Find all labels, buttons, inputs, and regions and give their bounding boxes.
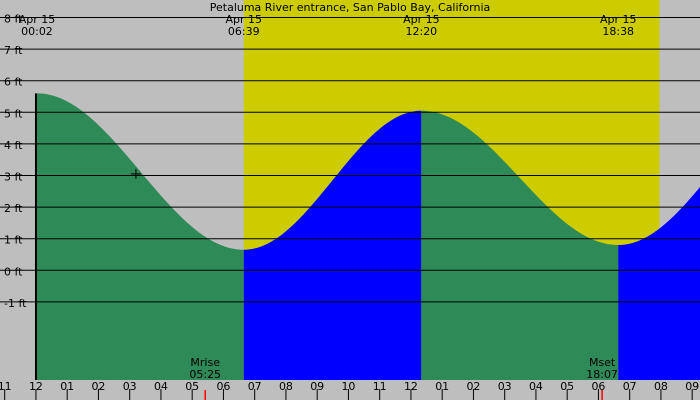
x-tick-label: 06 bbox=[591, 380, 605, 393]
x-tick-label: 08 bbox=[654, 380, 668, 393]
falling-tide-segment bbox=[421, 110, 619, 380]
x-tick-label: 01 bbox=[435, 380, 449, 393]
y-tick-label: 8 ft bbox=[4, 13, 23, 26]
x-tick-label: 08 bbox=[279, 380, 293, 393]
x-tick-label: 02 bbox=[91, 380, 105, 393]
extreme-time-label: 06:39 bbox=[228, 25, 260, 38]
y-tick-label: 2 ft bbox=[4, 202, 23, 215]
x-tick-label: 11 bbox=[373, 380, 387, 393]
x-tick-label: 05 bbox=[560, 380, 574, 393]
extreme-date-label: Apr 15 bbox=[19, 13, 56, 26]
y-tick-label: 5 ft bbox=[4, 107, 23, 120]
y-tick-label: 4 ft bbox=[4, 139, 23, 152]
extreme-date-label: Apr 15 bbox=[403, 13, 440, 26]
extreme-time-label: 00:02 bbox=[21, 25, 53, 38]
rising-tide-segment bbox=[243, 110, 422, 380]
chart-title: Petaluma River entrance, San Pablo Bay, … bbox=[210, 1, 491, 14]
x-tick-label: 10 bbox=[341, 380, 355, 393]
moon-event-time: 18:07 bbox=[586, 368, 618, 381]
x-tick-label: 05 bbox=[185, 380, 199, 393]
tide-area-layer bbox=[34, 93, 700, 380]
x-tick-label: 02 bbox=[466, 380, 480, 393]
marker-layer bbox=[130, 168, 141, 179]
moon-event-time: 05:25 bbox=[189, 368, 221, 381]
x-tick-label: 09 bbox=[685, 380, 699, 393]
x-tick-label: 07 bbox=[623, 380, 637, 393]
y-tick-label: 7 ft bbox=[4, 44, 23, 57]
extreme-time-label: 18:38 bbox=[602, 25, 634, 38]
y-tick-label: 3 ft bbox=[4, 171, 23, 184]
x-tick-label: 01 bbox=[60, 380, 74, 393]
rising-tide-segment bbox=[618, 187, 700, 380]
x-tick-label: 12 bbox=[29, 380, 43, 393]
y-tick-label: 6 ft bbox=[4, 76, 23, 89]
x-tick-labels: 11 12 01 02 03 04 05 06 07 08 09 10 11 12 01 02 03 04 05 06… bbox=[0, 380, 699, 400]
x-tick-label: 04 bbox=[154, 380, 168, 393]
grid-layer bbox=[0, 17, 700, 303]
crosshair-marker bbox=[130, 168, 141, 179]
x-tick-label: 11 bbox=[0, 380, 12, 393]
x-tick-label: 03 bbox=[123, 380, 137, 393]
y-tick-labels: -1 ft 0 ft 1 ft 2 ft 3 ft 4 ft 5 ft 6 ft 7 ft 8 f… bbox=[4, 13, 27, 310]
y-tick-label: 0 ft bbox=[4, 265, 23, 278]
x-tick-label: 04 bbox=[529, 380, 543, 393]
moon-event-label: Mrise bbox=[190, 356, 220, 369]
y-tick-label: 1 ft bbox=[4, 234, 23, 247]
falling-tide-segment bbox=[36, 93, 244, 380]
x-tick-label: 07 bbox=[248, 380, 262, 393]
x-tick-label: 06 bbox=[216, 380, 230, 393]
x-tick-label: 09 bbox=[310, 380, 324, 393]
extreme-date-label: Apr 15 bbox=[225, 13, 262, 26]
data-start-edge bbox=[34, 93, 37, 380]
x-tick-label: 03 bbox=[498, 380, 512, 393]
extreme-date-label: Apr 15 bbox=[600, 13, 637, 26]
moon-event-label: Mset bbox=[589, 356, 616, 369]
y-tick-label: -1 ft bbox=[4, 297, 27, 310]
x-tick-label: 12 bbox=[404, 380, 418, 393]
extreme-time-label: 12:20 bbox=[405, 25, 437, 38]
